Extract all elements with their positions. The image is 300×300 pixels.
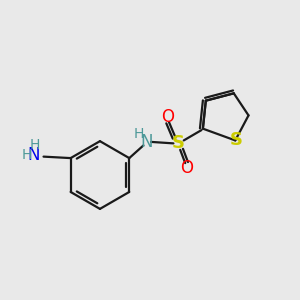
Text: O: O (161, 108, 174, 126)
Text: H: H (29, 138, 40, 152)
Text: S: S (230, 131, 243, 149)
Text: N: N (141, 133, 153, 151)
Text: N: N (27, 146, 40, 164)
Text: O: O (180, 159, 193, 177)
Text: H: H (134, 127, 144, 141)
Text: H: H (21, 148, 32, 162)
Text: S: S (171, 134, 184, 152)
